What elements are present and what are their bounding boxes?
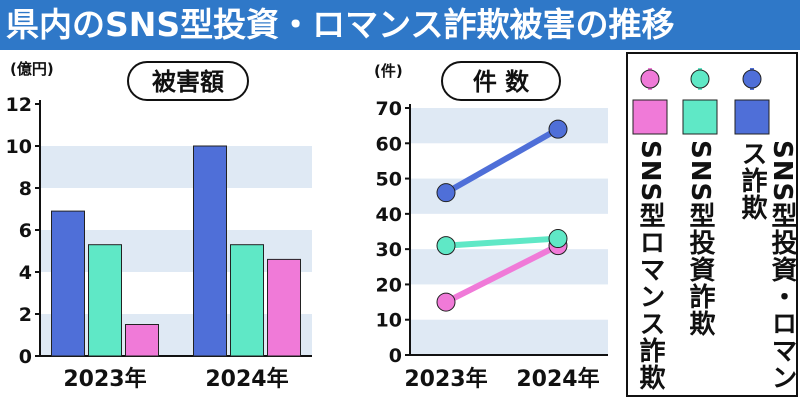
- legend-bar-swatch: [734, 99, 770, 135]
- y-tick-label: 10: [6, 136, 32, 158]
- x-category-label: 2024年: [205, 366, 288, 392]
- grid-band: [40, 314, 312, 356]
- count-line-chart: 0 10 20 30 40 50 60 70 (件) 件 数 2023年 2024年: [374, 61, 608, 392]
- y-tick-label: 30: [376, 239, 402, 261]
- legend-dot-swatch: [742, 69, 762, 89]
- data-point: [548, 229, 568, 249]
- y-tick-label: 0: [19, 346, 32, 368]
- chart-title-pill: [127, 61, 249, 101]
- y-tick-label: 10: [376, 310, 402, 332]
- legend-label-invest: SNS型投資詐欺: [685, 140, 715, 338]
- y-unit-label: (億円): [10, 60, 54, 78]
- grid-band: [410, 319, 608, 355]
- x-category-label: 2023年: [404, 366, 487, 392]
- legend-bar-swatch: [632, 99, 668, 135]
- y-tick-label: 12: [6, 94, 32, 116]
- bar: [125, 324, 159, 357]
- data-point: [436, 292, 456, 312]
- amount-bar-chart: 0 2 4 6 8 10 12 (億円) 被害額 2023年 2024年: [6, 60, 312, 392]
- bar: [51, 210, 85, 357]
- bar: [267, 258, 301, 357]
- y-tick-label: 4: [19, 262, 32, 284]
- legend-dot-swatch: [640, 69, 660, 89]
- legend-dot-swatch: [690, 69, 710, 89]
- x-category-label: 2024年: [516, 366, 599, 392]
- chart-title-pill: [441, 61, 561, 101]
- bar: [193, 145, 227, 357]
- chart-title: 件 数: [473, 68, 530, 96]
- legend-bar-swatch: [682, 99, 718, 135]
- bar: [88, 244, 122, 357]
- y-tick-label: 20: [376, 274, 402, 296]
- grid-band: [410, 249, 608, 285]
- y-unit-label: (件): [374, 62, 403, 80]
- legend: [626, 52, 798, 397]
- y-tick-label: 2: [19, 304, 32, 326]
- charts-area: 0 2 4 6 8 10 12 (億円) 被害額 2023年 2024年 0 10 20 30 40 50 60…: [6, 52, 798, 397]
- x-category-label: 2023年: [63, 366, 146, 392]
- y-tick-label: 50: [376, 169, 402, 191]
- data-point: [436, 236, 456, 256]
- legend-label-romance: SNS型ロマンス詐欺: [635, 140, 665, 392]
- data-point: [548, 119, 568, 139]
- grid-band: [40, 146, 312, 188]
- y-tick-label: 8: [19, 178, 32, 200]
- data-point: [436, 183, 456, 203]
- y-tick-label: 0: [389, 345, 402, 367]
- series-line: [445, 235, 559, 249]
- legend-label-roman-invest: SNS型投資・ロマンス詐欺: [737, 140, 797, 392]
- y-tick-label: 70: [376, 98, 402, 120]
- y-tick-label: 60: [376, 133, 402, 155]
- grid-band: [40, 230, 312, 272]
- series-line: [444, 242, 560, 305]
- y-tick-label: 40: [376, 204, 402, 226]
- page-title: 県内のSNS型投資・ロマンス詐欺被害の推移: [0, 0, 800, 50]
- series-line: [444, 126, 560, 196]
- chart-title: 被害額: [152, 68, 224, 96]
- bar: [230, 244, 264, 357]
- grid-band: [410, 108, 608, 144]
- y-tick-label: 6: [19, 220, 32, 242]
